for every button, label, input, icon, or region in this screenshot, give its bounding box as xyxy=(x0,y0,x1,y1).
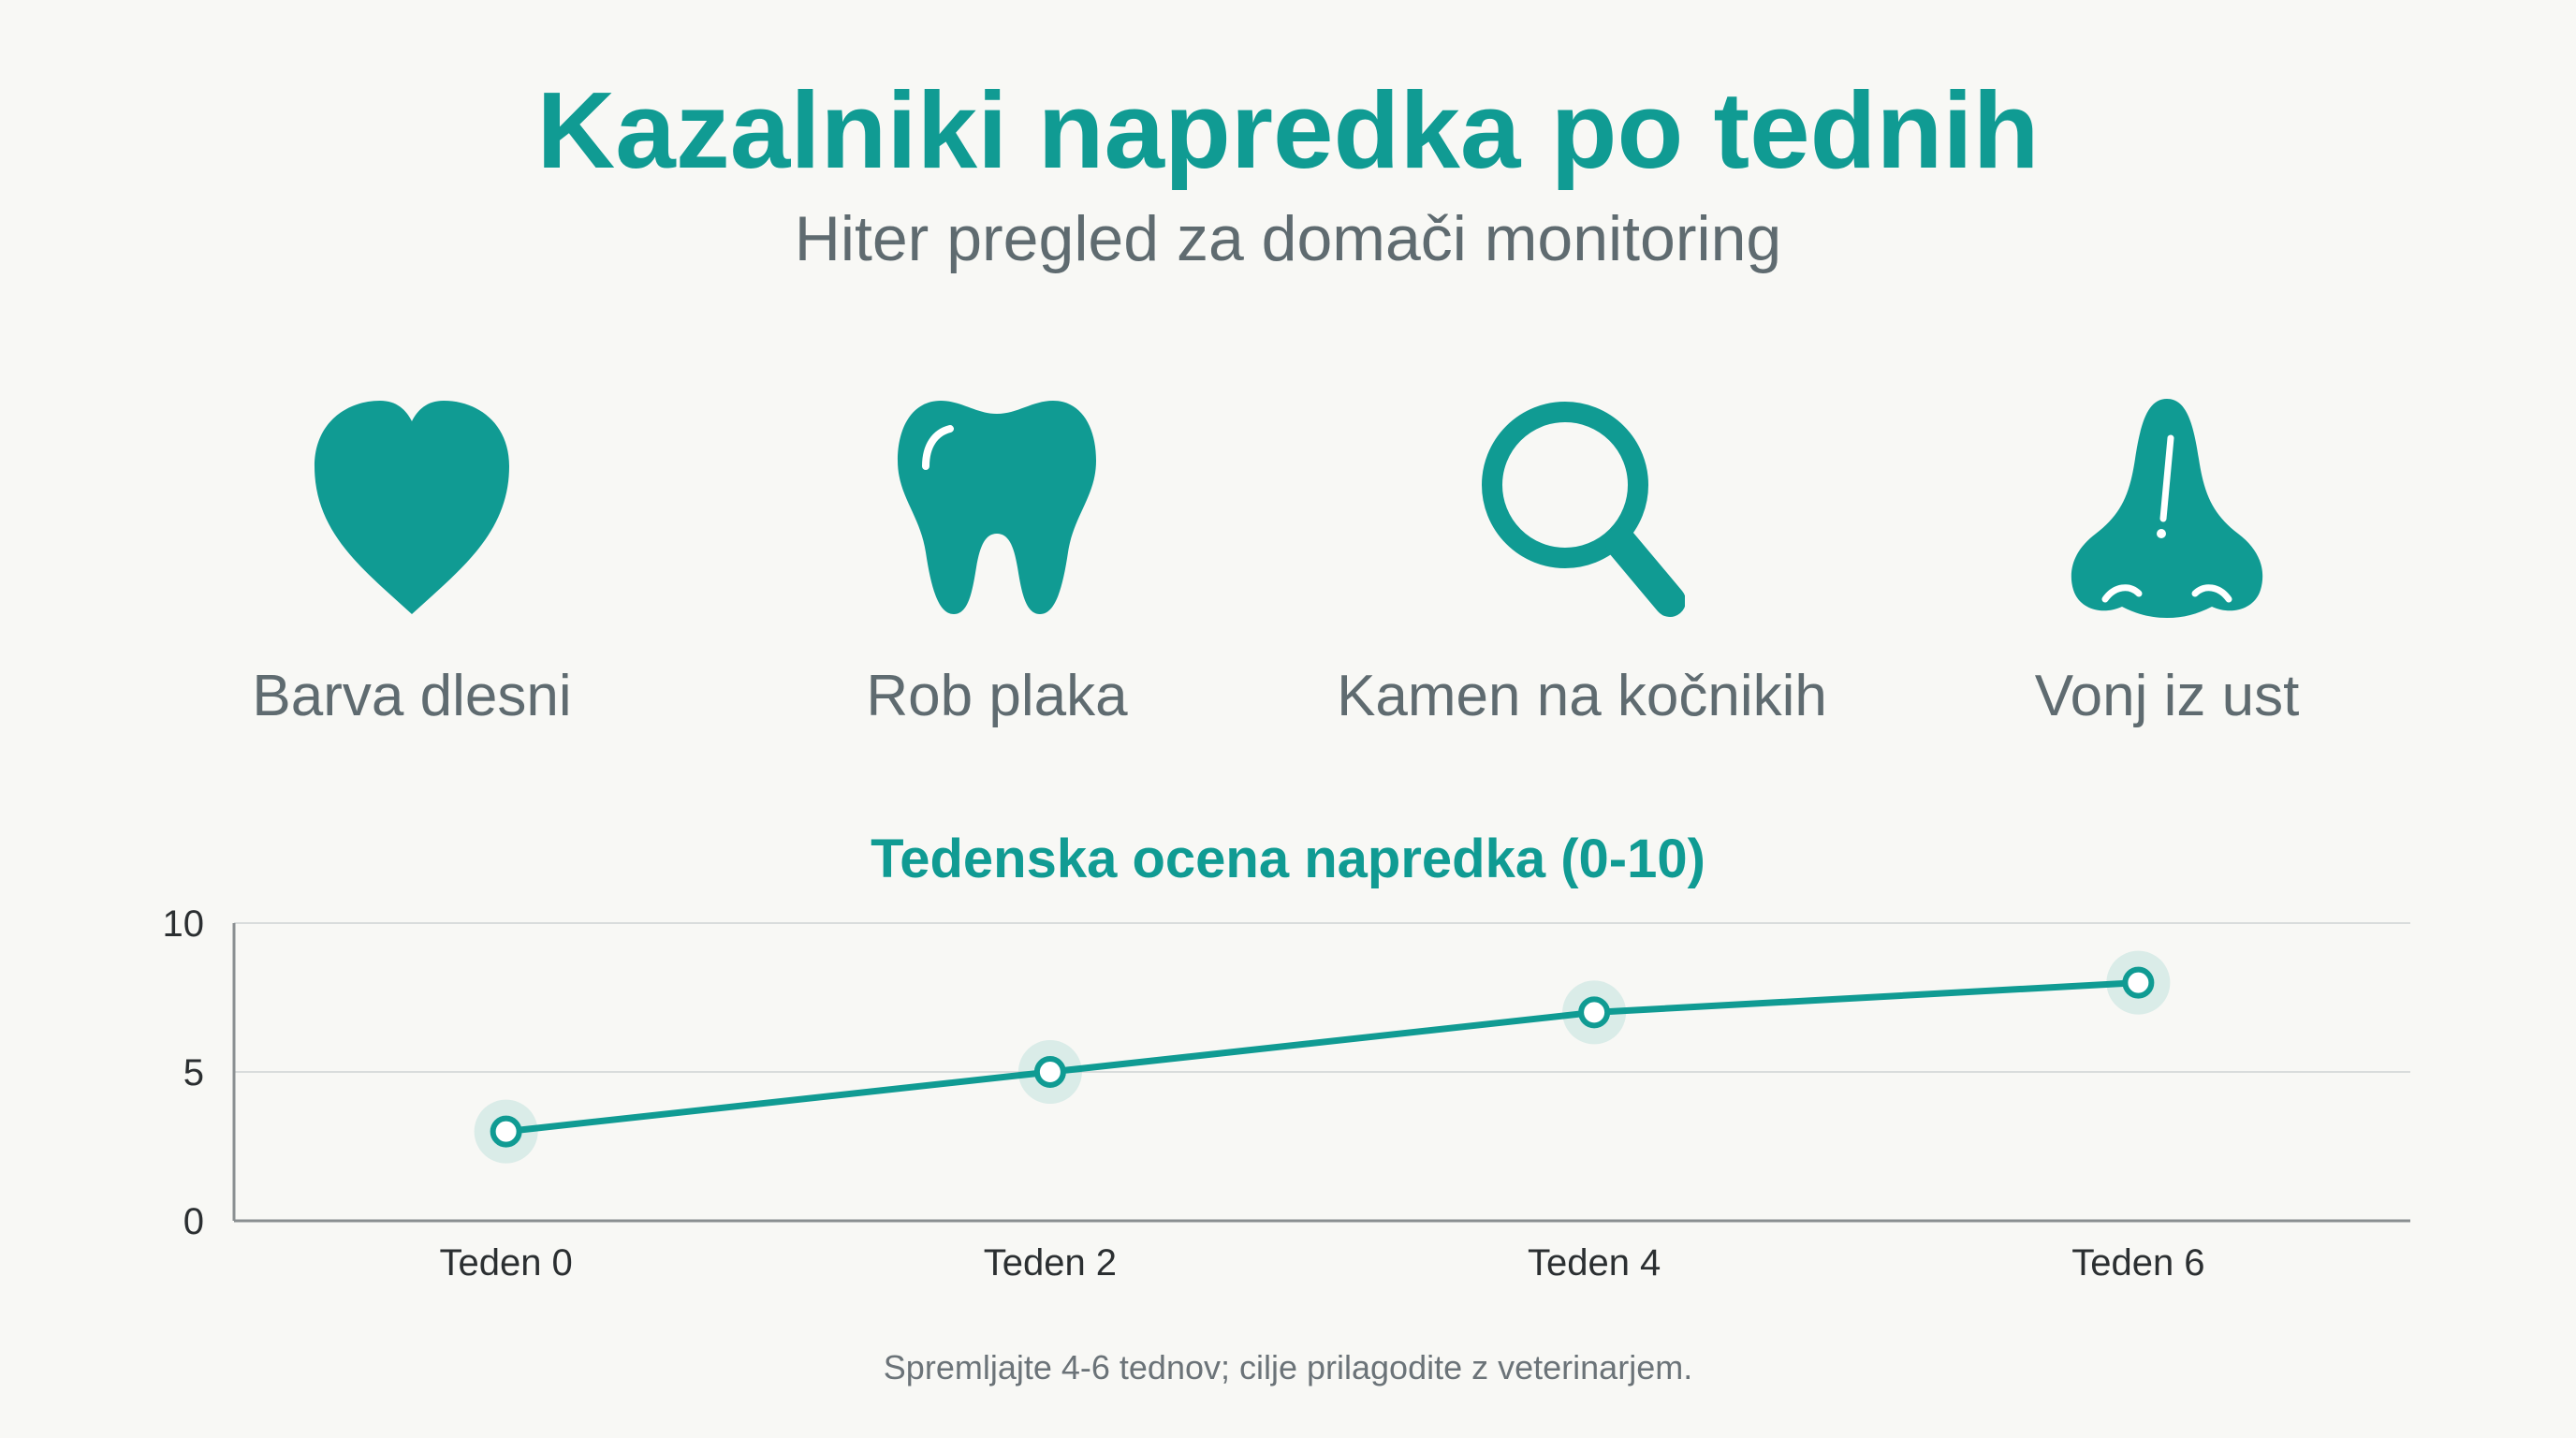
indicator-molar-tartar: Kamen na kočnikih xyxy=(1292,393,1872,749)
nose-icon xyxy=(2071,399,2263,618)
indicator-label: Barva dlesni xyxy=(252,664,572,728)
indicator-plaque-edge: Rob plaka xyxy=(707,393,1287,749)
indicator-row: Barva dlesni Rob plaka Kamen na kočnikih… xyxy=(0,393,2576,749)
x-tick-label: Teden 6 xyxy=(2071,1242,2204,1284)
page-title: Kazalniki napredka po tednih xyxy=(536,69,2040,191)
y-tick-label: 10 xyxy=(163,903,205,945)
data-point xyxy=(490,1115,522,1148)
x-tick-label: Teden 4 xyxy=(1528,1242,1661,1284)
data-point xyxy=(1033,1056,1066,1088)
heart-icon xyxy=(315,401,509,614)
indicator-label: Rob plaka xyxy=(866,664,1128,728)
indicator-label: Vonj iz ust xyxy=(2034,664,2300,728)
progress-line-chart: 0 5 10 Teden 0 Teden 2 Teden 4 Teden 6 xyxy=(163,903,2410,1284)
y-tick-label: 0 xyxy=(183,1201,204,1242)
magnifier-icon xyxy=(1482,402,1685,617)
series-line xyxy=(503,979,2142,1136)
data-point xyxy=(1578,996,1611,1029)
indicator-breath-odor: Vonj iz ust xyxy=(1877,393,2457,749)
page-subtitle: Hiter pregled za domači monitoring xyxy=(794,203,1782,274)
indicator-gum-color: Barva dlesni xyxy=(122,393,702,749)
data-point xyxy=(2122,966,2155,999)
y-tick-label: 5 xyxy=(183,1052,204,1093)
footnote: Spremljajte 4-6 tednov; cilje prilagodit… xyxy=(883,1348,1693,1387)
chart-title: Tedenska ocena napredka (0-10) xyxy=(871,829,1705,889)
tooth-icon xyxy=(898,401,1096,614)
x-tick-label: Teden 0 xyxy=(439,1242,572,1284)
x-tick-label: Teden 2 xyxy=(984,1242,1117,1284)
indicator-label: Kamen na kočnikih xyxy=(1337,664,1827,728)
